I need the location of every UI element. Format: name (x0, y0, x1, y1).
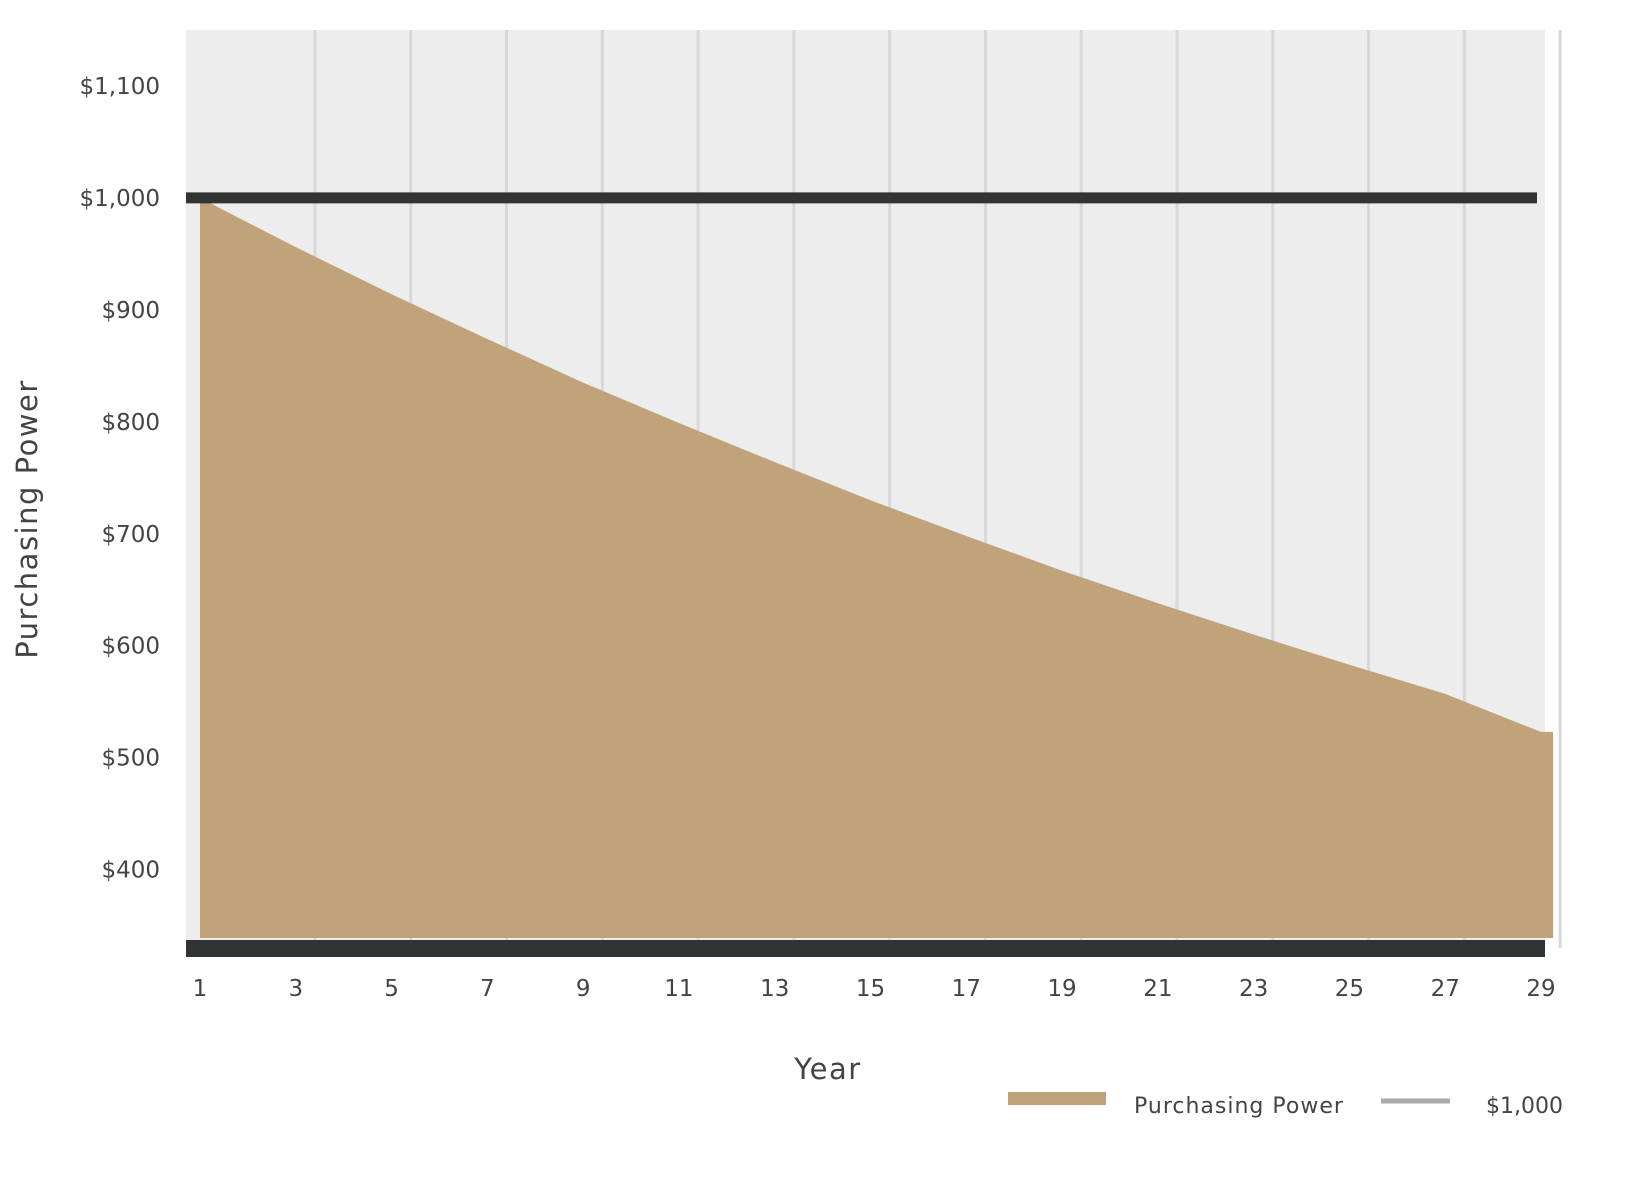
y-tick-label: $900 (101, 298, 160, 324)
legend: Purchasing Power $1,000 (1008, 1092, 1563, 1119)
legend-label-1000: $1,000 (1486, 1094, 1563, 1119)
x-tick-label: 29 (1526, 976, 1555, 1002)
x-tick-label: 21 (1143, 976, 1172, 1002)
y-axis-title: Purchasing Power (10, 379, 44, 659)
y-tick-labels: $400 $500 $600 $700 $800 $900 $1,000 $1,100 (80, 74, 160, 884)
x-tick-label: 23 (1239, 976, 1268, 1002)
legend-swatch-purchasing-power (1008, 1092, 1106, 1105)
series-layer (186, 192, 1553, 939)
x-tick-label: 11 (664, 976, 693, 1002)
x-tick-labels: 1 3 5 7 9 11 13 15 17 19 21 23 25 27 29 (193, 976, 1556, 1002)
x-axis-line (186, 940, 1545, 957)
x-tick-label: 25 (1335, 976, 1364, 1002)
y-tick-label: $1,100 (80, 74, 160, 100)
legend-label-purchasing-power: Purchasing Power (1134, 1094, 1344, 1119)
x-tick-label: 1 (193, 976, 208, 1002)
x-tick-label: 3 (288, 976, 303, 1002)
y-tick-label: $400 (101, 858, 160, 884)
area-purchasing-power (200, 197, 1553, 939)
x-tick-label: 5 (384, 976, 399, 1002)
x-tick-label: 15 (856, 976, 885, 1002)
x-tick-label: 17 (952, 976, 981, 1002)
x-tick-label: 27 (1431, 976, 1460, 1002)
x-tick-label: 13 (760, 976, 789, 1002)
x-axis-title: Year (793, 1052, 861, 1086)
axes (186, 940, 1545, 957)
y-tick-label: $700 (101, 522, 160, 548)
x-tick-label: 7 (480, 976, 495, 1002)
x-tick-label: 9 (576, 976, 591, 1002)
y-tick-label: $600 (101, 634, 160, 660)
x-tick-label: 19 (1047, 976, 1076, 1002)
y-tick-label: $1,000 (80, 186, 160, 212)
y-tick-label: $500 (101, 746, 160, 772)
y-tick-label: $800 (101, 410, 160, 436)
